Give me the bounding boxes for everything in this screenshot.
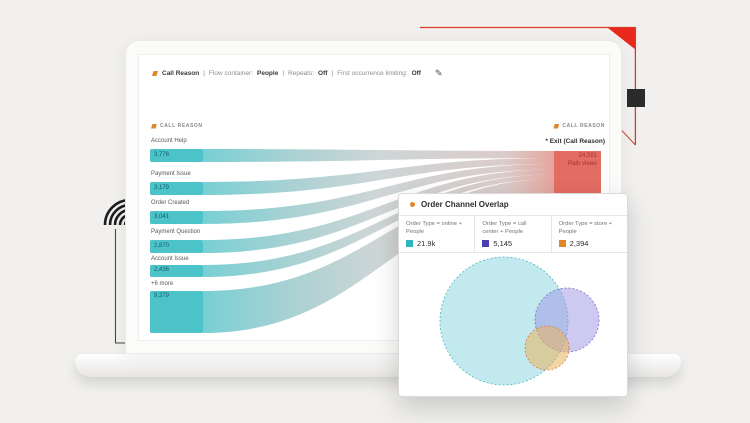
- legend-value: 5,145: [493, 239, 513, 249]
- flow-ribbons: [203, 149, 554, 333]
- node-label: Payment Question: [151, 229, 201, 235]
- node-label: Payment Issue: [151, 171, 191, 177]
- exit-node-bar[interactable]: [554, 151, 601, 196]
- flow-container-value: People: [257, 70, 279, 77]
- node-value: 9,379: [154, 293, 170, 299]
- flow-chart: [150, 149, 601, 333]
- orange-swatch-icon: [558, 240, 566, 248]
- red-corner-decoration: [420, 26, 645, 146]
- node-bar-6-more[interactable]: [150, 291, 203, 333]
- flow-settings-toolbar: Call Reason | Flow container: People | R…: [152, 69, 443, 78]
- venn-diagram: [399, 253, 627, 396]
- dimension-icon: [152, 71, 158, 76]
- card-title: Order Channel Overlap: [421, 200, 509, 209]
- card-header: Order Channel Overlap: [399, 194, 627, 216]
- exit-node-label: * Exit (Call Reason): [545, 138, 605, 145]
- edit-pencil-icon[interactable]: ✎: [434, 68, 443, 78]
- node-value: 3,776: [154, 152, 170, 158]
- teal-swatch-icon: [406, 240, 413, 248]
- node-bar-account-issue[interactable]: [150, 265, 203, 277]
- black-square: [627, 89, 645, 107]
- purple-swatch-icon: [482, 240, 490, 248]
- legend-value: 2,394: [569, 239, 589, 249]
- orange-dot-icon: [410, 202, 415, 207]
- node-bar-payment-issue[interactable]: [150, 182, 203, 195]
- node-value: 2,870: [154, 243, 170, 249]
- right-column-header-label: CALL REASON: [562, 123, 605, 129]
- dimension-name: Call Reason: [162, 70, 200, 77]
- separator: |: [282, 70, 285, 77]
- node-value: 3,041: [154, 214, 170, 220]
- red-triangle: [608, 28, 636, 50]
- node-bar-payment-question[interactable]: [150, 240, 203, 253]
- node-value: 2,436: [154, 267, 170, 273]
- venn-circle-store[interactable]: [524, 325, 570, 371]
- legend-label: Order Type = online + People: [406, 221, 462, 235]
- separator: |: [331, 70, 334, 77]
- dimension-icon: [151, 123, 157, 129]
- legend-label: Order Type = store + People: [558, 221, 613, 235]
- node-value: 3,179: [154, 185, 170, 191]
- repeats-label: Repeats:: [288, 70, 315, 77]
- source-node-bars: [150, 149, 203, 333]
- left-column-header: CALL REASON: [151, 123, 203, 129]
- node-bar-order-created[interactable]: [150, 211, 203, 224]
- node-bar-account-help[interactable]: [150, 149, 203, 162]
- node-label: Account Help: [151, 138, 187, 144]
- node-label: +6 more: [151, 281, 174, 287]
- legend-item-call-center[interactable]: Order Type = call center + People 5,145: [474, 216, 550, 253]
- right-column-header: CALL REASON: [520, 123, 605, 129]
- first-occurrence-label: First occurrence limiting:: [337, 70, 408, 77]
- separator: |: [203, 70, 205, 77]
- venn-legend: Order Type = online + People 21.9k Order…: [399, 216, 627, 254]
- repeats-value: Off: [318, 70, 328, 77]
- left-column-header-label: CALL REASON: [160, 123, 203, 129]
- node-label: Account Issue: [151, 256, 189, 262]
- dimension-icon: [553, 123, 560, 129]
- legend-label: Order Type = call center + People: [482, 221, 527, 235]
- flow-container-label: Flow container:: [208, 70, 253, 77]
- legend-value: 21.9k: [417, 239, 436, 249]
- exit-node-value: 24,591: [578, 153, 597, 159]
- legend-item-online[interactable]: Order Type = online + People 21.9k: [399, 216, 474, 252]
- exit-node-sublabel: Path views: [567, 161, 597, 167]
- first-occurrence-value: Off: [411, 70, 421, 77]
- legend-item-store[interactable]: Order Type = store + People 2,394: [550, 216, 627, 253]
- order-channel-overlap-card: Order Channel Overlap Order Type = onlin…: [398, 193, 628, 397]
- node-label: Order Created: [151, 200, 190, 206]
